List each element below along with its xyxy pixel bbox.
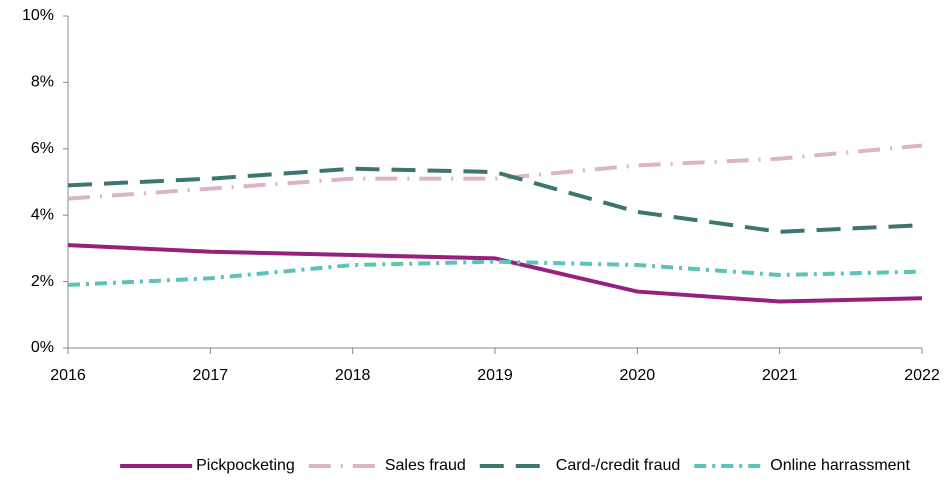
legend-label: Pickpocketing xyxy=(196,457,295,474)
x-tick-label: 2019 xyxy=(477,367,513,384)
legend-label: Online harrassment xyxy=(770,457,910,474)
series-line xyxy=(67,143,923,201)
y-tick-label: 2% xyxy=(31,273,54,290)
y-tick-label: 8% xyxy=(31,74,54,91)
legend: Pickpocketing Sales fraud Card-/credit fra… xyxy=(120,457,910,474)
x-tick-label: 2020 xyxy=(620,367,656,384)
legend-label: Sales fraud xyxy=(385,457,466,474)
series-line xyxy=(67,166,923,234)
series-line xyxy=(67,243,923,304)
x-tick-label: 2022 xyxy=(904,367,940,384)
x-tick-label: 2017 xyxy=(193,367,229,384)
y-tick-label: 4% xyxy=(31,206,54,223)
legend-label: Card-/credit fraud xyxy=(556,457,681,474)
y-tick-label: 10% xyxy=(22,7,54,24)
x-tick-label: 2016 xyxy=(50,367,86,384)
series-line xyxy=(67,259,923,287)
x-tick-label: 2018 xyxy=(335,367,371,384)
y-tick-label: 0% xyxy=(31,339,54,356)
y-tick-label: 6% xyxy=(31,140,54,157)
x-tick-label: 2021 xyxy=(762,367,798,384)
